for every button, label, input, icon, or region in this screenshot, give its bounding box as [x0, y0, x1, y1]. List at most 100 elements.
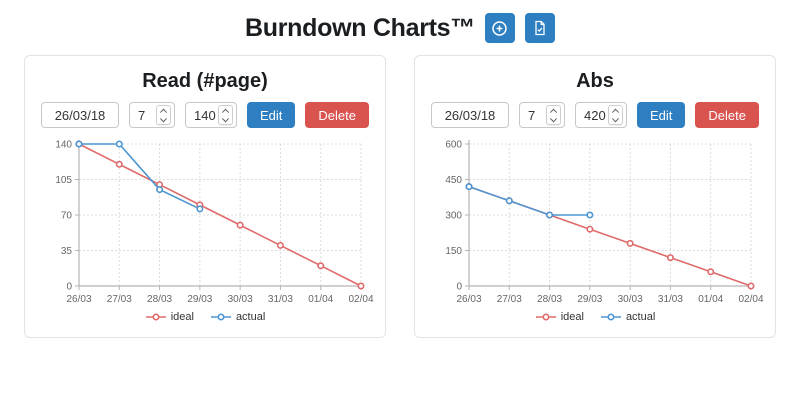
chevron-down-icon[interactable] [159, 114, 168, 122]
y-tick-label: 0 [66, 282, 72, 293]
data-point-actual [75, 140, 83, 148]
add-chart-button[interactable] [484, 13, 515, 43]
chart-card-read: Read (#page) Edit Delete 0 35 70 105 140 26/0… [24, 55, 386, 338]
series-line-actual [79, 143, 201, 210]
chevron-down-icon[interactable] [611, 114, 620, 122]
data-point-ideal [666, 254, 674, 262]
plus-circle-icon [492, 20, 508, 36]
chevron-down-icon[interactable] [221, 114, 230, 122]
x-tick-label: 31/03 [658, 294, 683, 305]
x-tick-label: 02/04 [348, 294, 373, 305]
chevron-up-icon[interactable] [611, 108, 620, 116]
y-tick-label: 300 [445, 211, 462, 222]
data-point-ideal [747, 282, 755, 290]
y-tick-label: 450 [445, 175, 462, 186]
y-tick-label: 600 [445, 140, 462, 151]
chart-controls: Edit Delete [425, 102, 765, 128]
file-check-icon [535, 20, 545, 36]
delete-button[interactable]: Delete [305, 102, 369, 128]
chevron-up-icon[interactable] [159, 108, 168, 116]
x-tick-label: 26/03 [66, 294, 91, 305]
data-point-actual [586, 211, 594, 219]
legend-label: actual [625, 311, 656, 323]
legend-item-actual[interactable]: actual [210, 311, 265, 323]
edit-button[interactable]: Edit [637, 102, 686, 128]
days-stepper[interactable] [546, 105, 561, 125]
chart-title: Abs [576, 70, 614, 92]
chart-card-abs: Abs Edit Delete 0 150 300 450 600 26/03 27/03 2… [414, 55, 776, 338]
delete-button[interactable]: Delete [695, 102, 759, 128]
data-point-actual [115, 140, 123, 148]
x-tick-label: 31/03 [268, 294, 293, 305]
chevron-up-icon[interactable] [549, 108, 558, 116]
data-point-ideal [236, 221, 244, 229]
legend-item-ideal[interactable]: ideal [535, 311, 584, 323]
header: Burndown Charts™ [0, 0, 800, 43]
data-point-actual [465, 183, 473, 191]
total-stepper[interactable] [218, 105, 233, 125]
legend-item-actual[interactable]: actual [600, 311, 655, 323]
days-input[interactable] [130, 107, 156, 123]
data-point-ideal [115, 160, 123, 168]
data-point-ideal [626, 239, 634, 247]
chart-legend: ideal actual [35, 311, 375, 323]
legend-marker-icon [145, 313, 166, 321]
data-point-actual [196, 205, 204, 213]
y-tick-label: 140 [55, 140, 72, 151]
days-input[interactable] [520, 107, 546, 123]
chart-legend: ideal actual [425, 311, 765, 323]
series-line-ideal [78, 143, 362, 287]
report-button[interactable] [524, 13, 555, 43]
y-tick-label: 35 [61, 246, 73, 257]
legend-marker-icon [535, 313, 556, 321]
days-field [519, 102, 565, 128]
x-tick-label: 01/04 [698, 294, 723, 305]
chart-controls: Edit Delete [35, 102, 375, 128]
x-tick-label: 27/03 [107, 294, 132, 305]
data-point-ideal [276, 241, 284, 249]
days-stepper[interactable] [156, 105, 171, 125]
legend-label: ideal [170, 311, 194, 323]
y-tick-label: 70 [61, 211, 73, 222]
data-point-actual [546, 211, 554, 219]
data-point-actual [156, 186, 164, 194]
x-tick-label: 30/03 [228, 294, 253, 305]
y-tick-label: 0 [456, 282, 462, 293]
legend-label: actual [235, 311, 266, 323]
chevron-up-icon[interactable] [221, 108, 230, 116]
total-stepper[interactable] [608, 105, 623, 125]
x-tick-label: 28/03 [147, 294, 172, 305]
legend-item-ideal[interactable]: ideal [145, 311, 194, 323]
x-tick-label: 29/03 [187, 294, 212, 305]
page-title: Burndown Charts™ [245, 13, 475, 42]
data-point-actual [505, 197, 513, 205]
x-tick-label: 27/03 [497, 294, 522, 305]
start-date-input[interactable] [431, 102, 509, 128]
y-tick-label: 150 [445, 246, 462, 257]
burndown-chart: 0 35 70 105 140 26/03 27/03 28/03 29/03 30/03 31/0… [55, 140, 374, 306]
burndown-chart: 0 150 300 450 600 26/03 27/03 28/03 29/03 30/03 31… [445, 140, 764, 306]
x-tick-label: 01/04 [308, 294, 333, 305]
data-point-ideal [707, 268, 715, 276]
series-line-actual [468, 185, 590, 216]
data-point-ideal [586, 225, 594, 233]
total-input[interactable] [576, 107, 608, 123]
total-input[interactable] [186, 107, 218, 123]
y-tick-label: 105 [55, 175, 72, 186]
data-point-ideal [317, 262, 325, 270]
x-tick-label: 30/03 [618, 294, 643, 305]
charts-row: Read (#page) Edit Delete 0 35 70 105 140 26/0… [0, 55, 800, 338]
legend-label: ideal [560, 311, 584, 323]
start-date-input[interactable] [41, 102, 119, 128]
days-field [129, 102, 175, 128]
legend-marker-icon [600, 313, 621, 321]
total-field [185, 102, 237, 128]
x-tick-label: 29/03 [577, 294, 602, 305]
chevron-down-icon[interactable] [549, 114, 558, 122]
legend-marker-icon [210, 313, 231, 321]
x-tick-label: 02/04 [738, 294, 763, 305]
chart-title: Read (#page) [142, 70, 268, 92]
edit-button[interactable]: Edit [247, 102, 296, 128]
data-point-ideal [357, 282, 365, 290]
x-tick-label: 28/03 [537, 294, 562, 305]
